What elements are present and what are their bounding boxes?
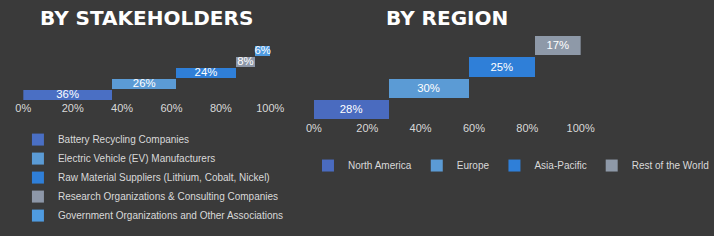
svg-text:40%: 40%: [410, 122, 432, 134]
svg-text:North America: North America: [348, 160, 412, 171]
svg-text:80%: 80%: [210, 102, 232, 114]
svg-text:60%: 60%: [160, 102, 182, 114]
svg-text:17%: 17%: [546, 39, 569, 51]
svg-text:Electric Vehicle (EV) Manufact: Electric Vehicle (EV) Manufacturers: [58, 153, 215, 164]
svg-text:6%: 6%: [255, 44, 271, 56]
svg-text:30%: 30%: [417, 82, 440, 94]
svg-text:36%: 36%: [56, 88, 79, 100]
svg-text:BY REGION: BY REGION: [386, 6, 508, 30]
svg-text:Raw Material Suppliers (Lithiu: Raw Material Suppliers (Lithium, Cobalt,…: [58, 172, 270, 183]
svg-text:20%: 20%: [62, 102, 84, 114]
svg-text:26%: 26%: [133, 77, 156, 89]
svg-text:Government Organizations and O: Government Organizations and Other Assoc…: [58, 210, 283, 221]
svg-text:100%: 100%: [256, 102, 284, 114]
svg-text:28%: 28%: [340, 103, 363, 115]
svg-text:60%: 60%: [463, 122, 485, 134]
svg-text:Battery Recycling Companies: Battery Recycling Companies: [58, 134, 189, 145]
svg-text:BY STAKEHOLDERS: BY STAKEHOLDERS: [40, 6, 253, 30]
svg-text:0%: 0%: [306, 122, 322, 134]
svg-text:0%: 0%: [15, 102, 31, 114]
svg-text:40%: 40%: [111, 102, 133, 114]
svg-text:20%: 20%: [356, 122, 378, 134]
svg-text:Research Organizations & Consu: Research Organizations & Consulting Comp…: [58, 191, 278, 202]
svg-text:25%: 25%: [490, 61, 513, 73]
svg-text:24%: 24%: [195, 66, 218, 78]
svg-text:Rest of the World: Rest of the World: [632, 160, 709, 171]
svg-text:100%: 100%: [567, 122, 595, 134]
svg-text:Europe: Europe: [457, 160, 490, 171]
svg-text:Asia-Pacific: Asia-Pacific: [534, 160, 586, 171]
svg-text:80%: 80%: [516, 122, 538, 134]
svg-text:8%: 8%: [237, 55, 253, 67]
